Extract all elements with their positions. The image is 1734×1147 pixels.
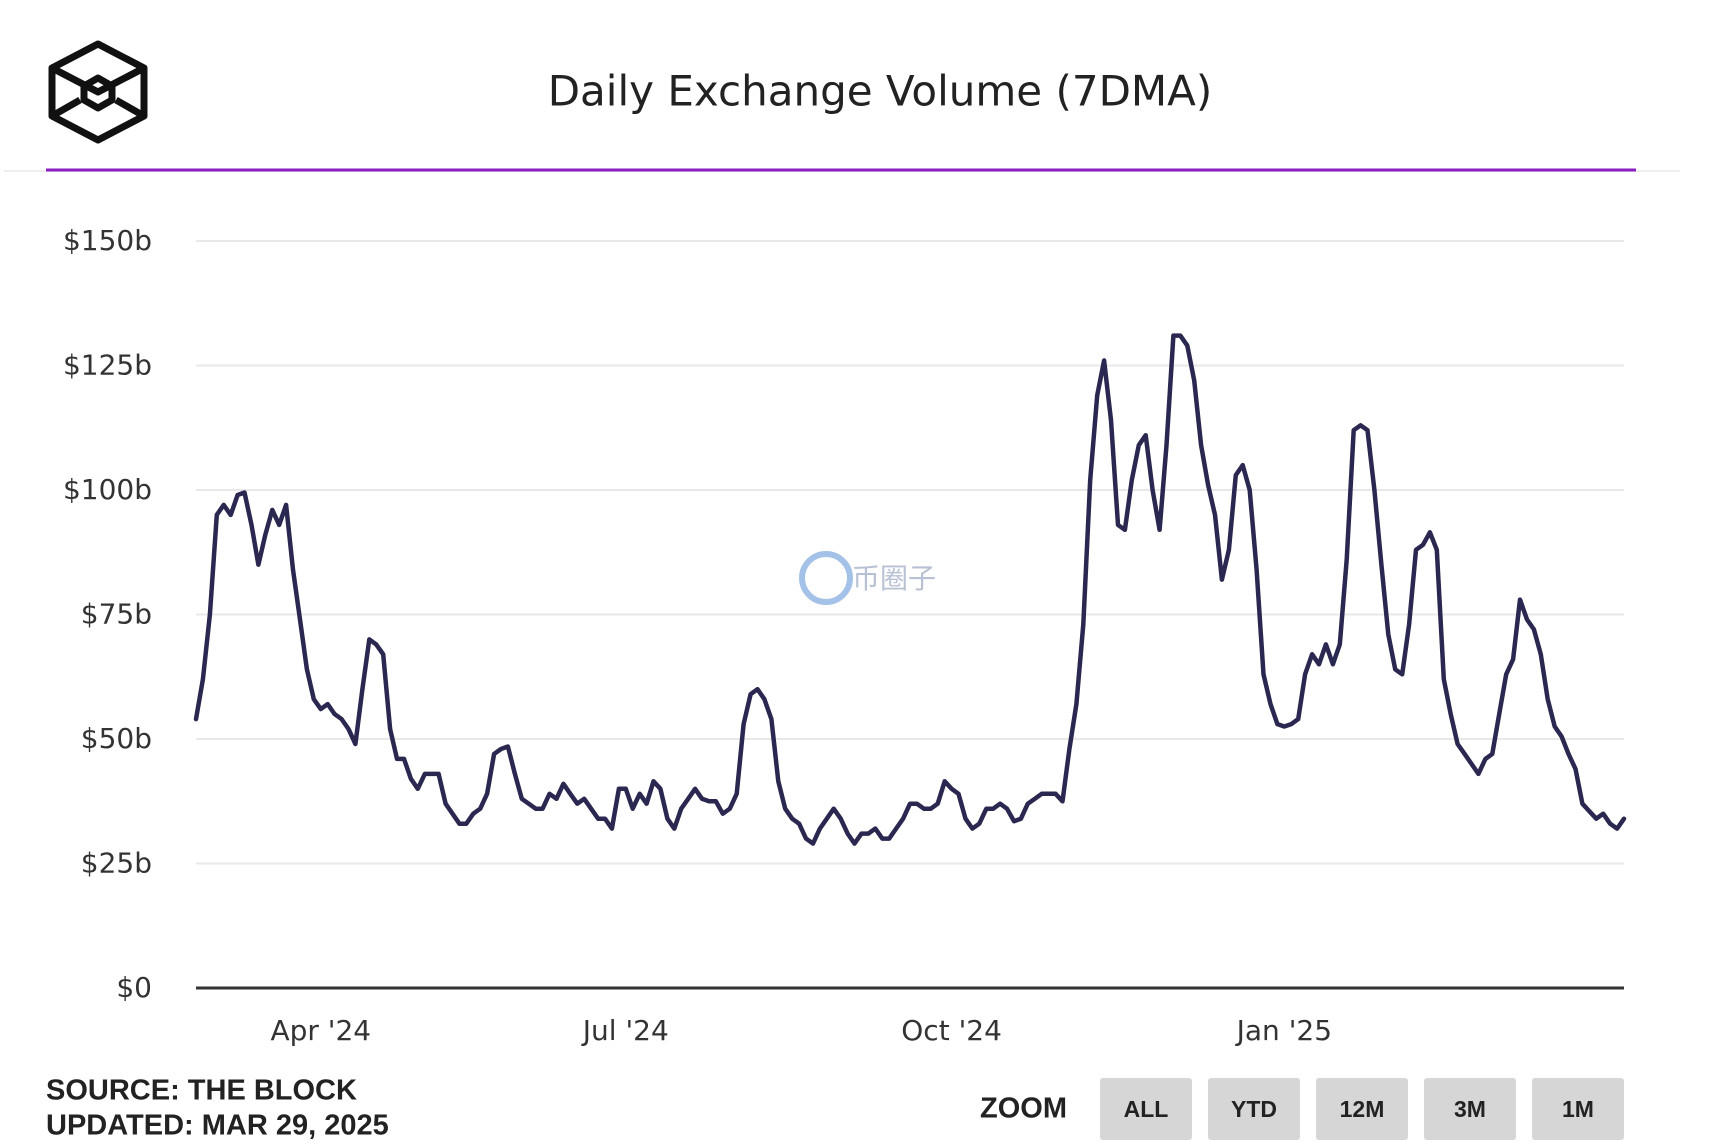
zoom-button[interactable]: 3M: [1424, 1078, 1516, 1140]
y-tick-label: $0: [116, 971, 152, 1004]
zoom-button-label[interactable]: YTD: [1231, 1096, 1277, 1122]
zoom-button[interactable]: ALL: [1100, 1078, 1192, 1140]
x-tick-label: Apr '24: [270, 1014, 371, 1047]
zoom-button-label[interactable]: 1M: [1562, 1096, 1594, 1122]
zoom-button[interactable]: YTD: [1208, 1078, 1300, 1140]
zoom-button-bg: [1208, 1078, 1300, 1140]
y-tick-label: $150b: [63, 224, 152, 257]
x-tick-label: Jan '25: [1235, 1014, 1332, 1047]
zoom-button[interactable]: 1M: [1532, 1078, 1624, 1140]
zoom-button-label[interactable]: ALL: [1124, 1096, 1169, 1122]
zoom-button-bg: [1424, 1078, 1516, 1140]
y-tick-label: $100b: [63, 473, 152, 506]
zoom-button-label[interactable]: 12M: [1340, 1096, 1385, 1122]
x-tick-label: Jul '24: [581, 1014, 669, 1047]
zoom-button-bg: [1100, 1078, 1192, 1140]
x-tick-label: Oct '24: [901, 1014, 1002, 1047]
line-series: [193, 333, 1627, 846]
logo: [48, 40, 148, 144]
source: SOURCE: THE BLOCK: [46, 1075, 357, 1107]
y-tick-label: $50b: [81, 722, 152, 755]
y-tick-label: $75b: [81, 598, 152, 631]
updated: UPDATED: MAR 29, 2025: [46, 1110, 389, 1142]
zoom-button[interactable]: 12M: [1316, 1078, 1408, 1140]
zoom-button-label[interactable]: 3M: [1454, 1096, 1486, 1122]
y-tick-label: $125b: [63, 349, 152, 382]
zoom-button-bg: [1316, 1078, 1408, 1140]
watermark-text: 币圈子: [852, 562, 936, 595]
chart-title: Daily Exchange Volume (7DMA): [548, 67, 1213, 116]
watermark: 币圈子: [799, 551, 936, 605]
zoom-buttons: ALL YTD 12M 3M 1M: [1100, 1078, 1624, 1140]
zoom-button-bg: [1532, 1078, 1624, 1140]
y-tick-label: $25b: [81, 847, 152, 880]
zoom-label: ZOOM: [980, 1093, 1067, 1125]
